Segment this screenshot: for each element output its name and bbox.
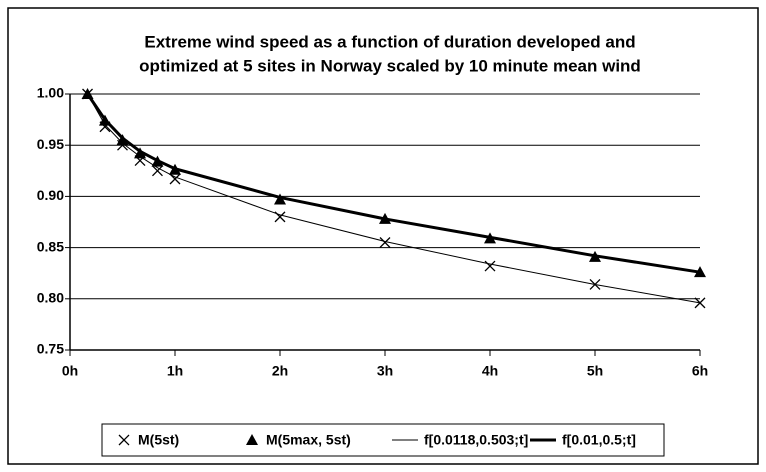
y-tick-label: 0.80 xyxy=(37,290,64,306)
legend-label: M(5st) xyxy=(138,432,179,448)
x-tick-label: 3h xyxy=(377,363,393,379)
legend-box xyxy=(101,423,665,457)
cross-marker xyxy=(379,237,391,248)
cross-marker xyxy=(118,434,130,446)
x-tick-label: 2h xyxy=(272,363,288,379)
x-tick-label: 4h xyxy=(482,363,498,379)
y-tick-label: 0.85 xyxy=(37,238,64,254)
legend-label: f[0.01,0.5;t] xyxy=(562,432,636,448)
legend-label: f[0.0118,0.503;t] xyxy=(424,432,528,448)
y-tick-label: 0.90 xyxy=(37,187,64,203)
triangle-marker xyxy=(274,193,286,205)
cross-marker xyxy=(484,260,496,272)
chart-frame xyxy=(7,7,759,465)
x-tick-label: 0h xyxy=(62,363,78,379)
y-tick-label: 0.95 xyxy=(37,136,64,152)
y-tick-label: 1.00 xyxy=(37,85,64,101)
x-tick-label: 6h xyxy=(692,363,708,379)
chart-title: Extreme wind speed as a function of dura… xyxy=(144,32,635,51)
series-line xyxy=(86,93,701,274)
y-tick-label: 0.75 xyxy=(37,341,64,357)
cross-marker xyxy=(152,165,163,177)
x-tick-label: 1h xyxy=(167,363,183,379)
series-line xyxy=(87,93,701,304)
triangle-marker xyxy=(246,434,258,445)
chart-title: optimized at 5 sites in Norway scaled by… xyxy=(139,56,641,75)
legend-label: M(5max, 5st) xyxy=(266,432,351,448)
x-tick-label: 5h xyxy=(587,363,603,379)
